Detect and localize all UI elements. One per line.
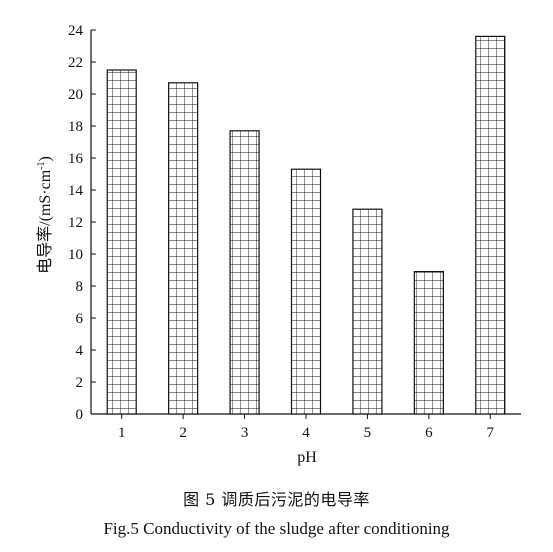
figure-caption-chinese: 图 5 调质后污泥的电导率 [183,490,370,509]
y-tick-label: 14 [68,183,84,199]
y-axis-title: 电导率/(mS·cm-1) [36,156,54,274]
x-tick-label: 6 [425,425,433,441]
bar-6 [413,271,444,415]
figure-caption-english: Fig.5 Conductivity of the sludge after c… [103,519,450,538]
y-tick-label: 20 [68,87,83,103]
bar-2 [168,82,199,415]
bar-4 [290,168,322,415]
y-tick-label: 2 [76,375,84,391]
y-tick-label: 0 [76,407,84,423]
x-tick-label: 4 [302,425,310,441]
x-tick-label: 3 [241,425,249,441]
bar-5 [352,208,383,415]
y-tick-label: 10 [68,247,83,263]
bars [106,35,506,415]
x-axis-title: pH [297,449,317,466]
y-tick-label: 24 [68,23,84,39]
bar-7 [475,35,506,415]
y-tick-label: 22 [68,55,83,71]
y-axis-title-close: ) [37,156,54,161]
y-tick-label: 8 [76,279,84,295]
y-tick-label: 18 [68,119,83,135]
x-tick-label: 7 [487,425,495,441]
x-tick-label: 5 [364,425,372,441]
y-axis-title-main: 电导率/(mS·cm [36,169,54,274]
bar-3 [229,130,260,415]
bar-1 [106,69,137,415]
y-axis-title-sup: -1 [36,161,47,169]
x-tick-label: 2 [179,425,187,441]
y-tick-label: 4 [76,343,84,359]
y-tick-label: 12 [68,215,83,231]
y-tick-label: 16 [68,151,84,167]
x-axis: 1 2 3 4 5 6 7 [91,413,521,441]
x-tick-label: 1 [118,425,126,441]
y-tick-label: 6 [76,311,84,327]
